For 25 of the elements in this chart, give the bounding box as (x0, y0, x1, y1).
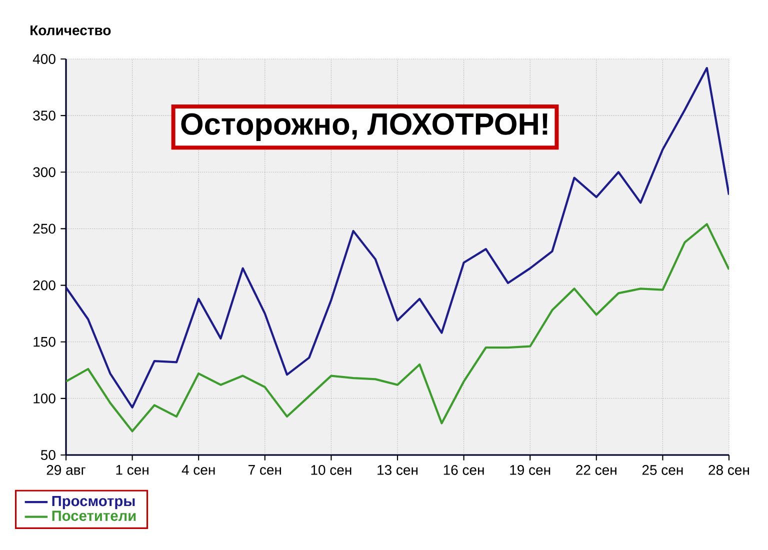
x-tick-label: 1 сен (116, 465, 148, 475)
x-tick-label: 19 сен (510, 465, 550, 475)
y-tick-label: 150 (34, 336, 56, 347)
line-series (66, 66, 729, 409)
y-tick-label: 250 (33, 224, 56, 234)
x-tick-label: 28 сен (708, 465, 749, 475)
x-tick-label: 4 сен (182, 465, 215, 475)
annotation: Осторожно, ЛОХОТРОН! (181, 113, 548, 141)
y-tick-label: 350 (33, 110, 56, 121)
line-series (66, 223, 729, 432)
x-tick-label: 7 сен (248, 465, 282, 475)
legend-label: Просмотры (52, 496, 135, 510)
y-tick-label: 400 (32, 54, 56, 64)
y-axis-title: Количество (30, 26, 111, 36)
legend-label: Посетители (52, 510, 136, 521)
y-tick-label: 200 (33, 280, 56, 290)
x-tick-label: 25 сен (642, 465, 683, 475)
x-tick-label: 22 сен (576, 465, 616, 475)
x-tick-label: 10 сен (311, 465, 352, 475)
y-tick-label: 300 (33, 167, 56, 178)
x-tick-label: 13 сен (378, 465, 418, 475)
y-tick-label: 100 (34, 393, 56, 404)
y-tick-label: 50 (40, 450, 56, 460)
x-tick-label: 16 сен (444, 465, 484, 475)
x-tick-label: 29 авг (46, 465, 86, 475)
